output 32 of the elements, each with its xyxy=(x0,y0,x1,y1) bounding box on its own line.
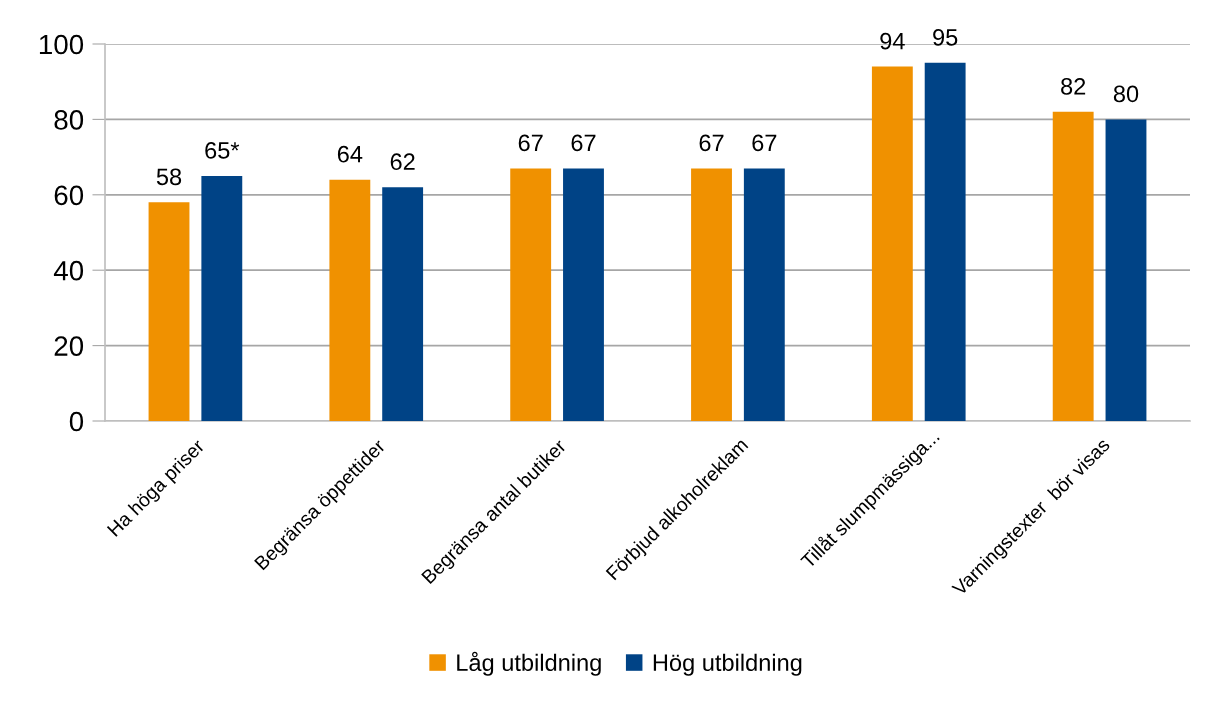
data-label: 67 xyxy=(752,134,777,152)
bar xyxy=(691,168,732,421)
y-tick-label: 0 xyxy=(69,411,84,432)
y-tick-label: 60 xyxy=(54,185,84,206)
y-tick-label: 20 xyxy=(54,336,84,356)
y-tick-label: 80 xyxy=(54,110,84,130)
data-label: 67 xyxy=(571,134,596,152)
bar xyxy=(924,62,966,421)
bar xyxy=(148,202,190,421)
bar xyxy=(329,179,371,421)
legend-label: Hög utbildning xyxy=(653,653,802,676)
y-tick-label: 40 xyxy=(53,260,84,281)
data-label: 67 xyxy=(699,134,724,152)
data-label: 67 xyxy=(518,134,543,152)
bar xyxy=(743,168,785,421)
data-label: 62 xyxy=(390,153,415,171)
bar xyxy=(510,168,552,421)
data-label: 64 xyxy=(337,145,363,163)
data-label: 80 xyxy=(1113,85,1139,103)
bar xyxy=(1105,119,1147,421)
data-label: 95 xyxy=(933,28,958,46)
data-label: 58 xyxy=(156,168,182,186)
bar xyxy=(563,168,604,421)
data-label: 94 xyxy=(880,32,905,50)
bar xyxy=(871,66,913,421)
legend-label: Låg utbildning xyxy=(457,651,601,676)
bar xyxy=(1052,111,1094,421)
bar xyxy=(382,187,424,421)
bar xyxy=(201,175,243,421)
data-label: 82 xyxy=(1061,77,1086,95)
y-tick-label: 100 xyxy=(39,34,84,55)
data-label: 65* xyxy=(205,142,240,159)
